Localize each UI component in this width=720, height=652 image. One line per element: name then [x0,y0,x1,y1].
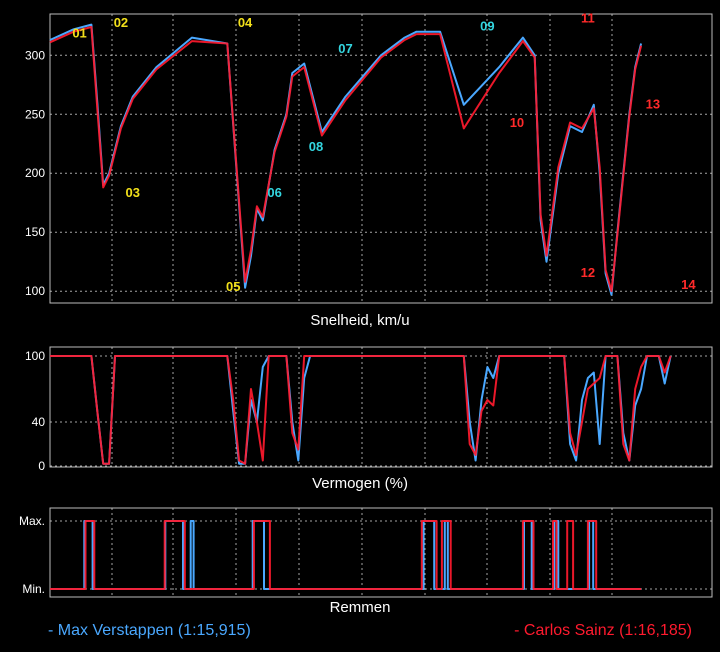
panel-frame [49,13,713,304]
panel-frame [49,507,713,598]
speed-panel: 100 150 200 250 300 01 02 03 04 05 06 07 08 09 10 11 12 1… [25,10,713,304]
y-tick-label: 100 [25,349,45,363]
corner-label: 09 [480,19,494,34]
y-tick-label: Min. [22,582,45,596]
series-line-sainz [49,26,643,293]
corner-label: 14 [681,277,696,292]
corner-label: 08 [309,139,323,154]
brake-panel: Min. Max. [19,507,713,598]
power-panel-title: Vermogen (%) [312,475,408,492]
corner-label: 01 [72,26,86,41]
y-tick-label: 100 [25,284,45,298]
y-tick-label: Max. [19,514,45,528]
corner-label: 12 [581,265,595,280]
y-tick-label: 250 [25,107,45,121]
legend-verstappen: - Max Verstappen (1:15,915) [48,622,251,639]
panel-frame [49,346,713,468]
y-tick-label: 150 [25,225,45,239]
legend-sainz: - Carlos Sainz (1:16,185) [514,622,692,639]
series-line-sainz [50,520,642,590]
speed-panel-title: Snelheid, km/u [310,312,410,329]
y-tick-label: 0 [38,459,45,473]
corner-label: 10 [510,115,524,130]
y-tick-label: 40 [32,415,46,429]
power-panel: 0 40 100 [25,346,713,473]
brake-panel-title: Remmen [329,599,391,616]
y-tick-label: 200 [25,166,45,180]
corner-label: 05 [226,279,240,294]
corner-label: 07 [338,41,352,56]
corner-label: 11 [581,10,595,25]
corner-label: 13 [646,96,660,111]
corner-label: 04 [238,15,253,30]
corner-label: 03 [126,185,140,200]
corner-label: 06 [267,185,281,200]
series-line-sainz [50,355,672,465]
corner-label: 02 [114,15,128,30]
y-tick-label: 300 [25,48,45,62]
